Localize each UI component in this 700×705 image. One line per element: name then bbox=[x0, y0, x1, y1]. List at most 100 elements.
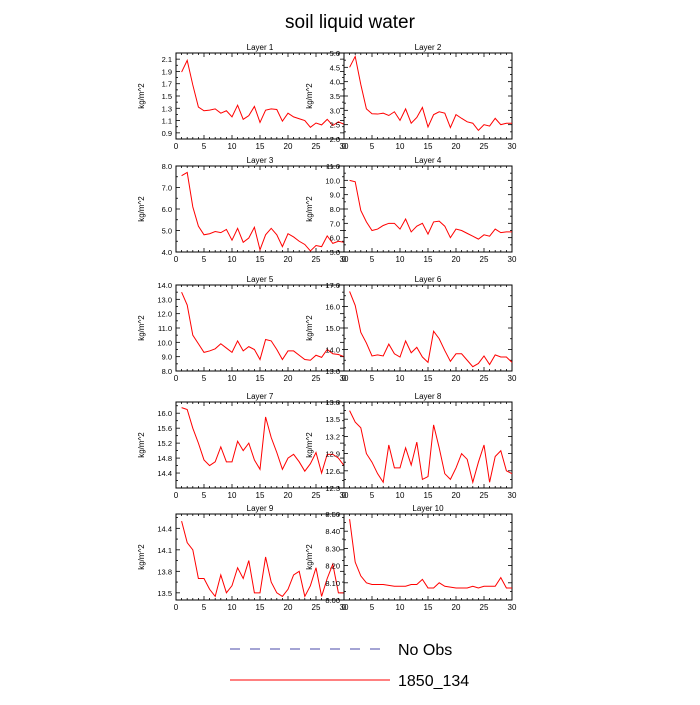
y-tick-label: 1.7 bbox=[162, 80, 172, 89]
x-tick-label: 10 bbox=[228, 491, 237, 500]
y-tick-label: 14.8 bbox=[157, 454, 172, 463]
x-tick-label: 25 bbox=[312, 491, 321, 500]
y-tick-label: 12.0 bbox=[157, 310, 172, 319]
y-tick-label: 2.1 bbox=[162, 55, 172, 64]
x-tick-label: 5 bbox=[202, 255, 207, 264]
x-tick-label: 25 bbox=[480, 142, 489, 151]
x-tick-label: 15 bbox=[256, 603, 265, 612]
y-tick-label: 10.0 bbox=[325, 176, 340, 185]
series-line-1850_134 bbox=[181, 407, 345, 475]
y-tick-label: 13.5 bbox=[157, 589, 172, 598]
x-tick-label: 30 bbox=[340, 142, 349, 151]
y-tick-label: 8.30 bbox=[325, 544, 340, 553]
y-axis-label: kg/m^2 bbox=[305, 196, 314, 222]
y-tick-label: 16.0 bbox=[157, 409, 172, 418]
x-tick-label: 5 bbox=[370, 142, 375, 151]
x-tick-label: 25 bbox=[480, 374, 489, 383]
y-tick-label: 12.9 bbox=[325, 450, 340, 459]
plot-frame bbox=[175, 513, 345, 601]
panel-title: Layer 7 bbox=[247, 392, 274, 401]
x-tick-label: 30 bbox=[340, 603, 349, 612]
y-tick-label: 13.0 bbox=[325, 367, 340, 376]
y-axis-label: kg/m^2 bbox=[137, 315, 146, 341]
y-tick-label: 12.6 bbox=[325, 467, 340, 476]
x-tick-label: 20 bbox=[452, 142, 461, 151]
plot-frame bbox=[343, 284, 513, 372]
x-tick-label: 30 bbox=[508, 142, 517, 151]
series-line-1850_134 bbox=[181, 171, 345, 252]
legend-label-1850-134: 1850_134 bbox=[398, 673, 469, 690]
panel-title: Layer 2 bbox=[415, 43, 442, 52]
x-tick-label: 5 bbox=[202, 142, 207, 151]
panel-grid: Layer 1 kg/m^2 0 5 10 15 20 25 30 0.9 1.1 1.3 1.5 1.7… bbox=[137, 43, 517, 612]
series-line-1850_134 bbox=[349, 291, 513, 368]
x-tick-label: 10 bbox=[396, 491, 405, 500]
plot-frame bbox=[175, 401, 345, 489]
panel-layer-3: Layer 3 kg/m^2 0 5 10 15 20 25 30 4.0 5.0 6.0 7.0 8.0 bbox=[137, 156, 349, 264]
x-tick-label: 30 bbox=[508, 603, 517, 612]
x-tick-label: 10 bbox=[396, 142, 405, 151]
y-tick-label: 13.5 bbox=[325, 415, 340, 424]
y-tick-label: 16.0 bbox=[325, 303, 340, 312]
x-tick-label: 0 bbox=[174, 603, 179, 612]
panel-layer-8: Layer 8kg/m^20 5 10 15 20 25 3012.312.612.913.… bbox=[305, 392, 517, 500]
series-line-1850_134 bbox=[349, 179, 512, 240]
y-tick-label: 11.0 bbox=[158, 324, 172, 333]
x-tick-label: 20 bbox=[452, 374, 461, 383]
plot-frame bbox=[343, 165, 513, 253]
y-tick-label: 6.0 bbox=[330, 234, 340, 243]
x-tick-label: 0 bbox=[342, 491, 347, 500]
series-line-1850_134 bbox=[181, 58, 345, 129]
x-tick-label: 0 bbox=[342, 603, 347, 612]
y-tick-label: 4.5 bbox=[330, 63, 340, 72]
y-tick-label: 12.3 bbox=[325, 484, 340, 493]
y-tick-label: 13.8 bbox=[325, 398, 340, 407]
x-tick-label: 25 bbox=[312, 603, 321, 612]
y-tick-label: 8.50 bbox=[325, 510, 340, 519]
y-tick-label: 5.0 bbox=[162, 227, 172, 236]
x-tick-label: 5 bbox=[202, 491, 207, 500]
x-tick-label: 0 bbox=[342, 374, 347, 383]
x-tick-label: 10 bbox=[228, 255, 237, 264]
series-line-1850_134 bbox=[349, 519, 512, 589]
y-tick-label: 1.3 bbox=[162, 104, 172, 113]
y-tick-label: 14.0 bbox=[325, 346, 340, 355]
y-tick-label: 0.9 bbox=[162, 129, 172, 138]
y-tick-label: 4.0 bbox=[330, 78, 340, 87]
y-tick-label: 8.10 bbox=[325, 579, 340, 588]
panel-title: Layer 9 bbox=[247, 504, 274, 513]
y-tick-label: 8.0 bbox=[330, 205, 340, 214]
panel-layer-6: Layer 6kg/m^20 5 10 15 20 25 3013.014.015.016.… bbox=[305, 275, 517, 383]
y-tick-label: 2.5 bbox=[330, 121, 340, 130]
x-tick-label: 10 bbox=[396, 374, 405, 383]
x-tick-label: 15 bbox=[424, 374, 433, 383]
panel-title: Layer 4 bbox=[415, 156, 442, 165]
figure-title: soil liquid water bbox=[285, 12, 416, 33]
x-tick-label: 15 bbox=[256, 491, 265, 500]
y-tick-label: 13.0 bbox=[157, 295, 172, 304]
x-tick-label: 5 bbox=[202, 374, 207, 383]
x-tick-label: 0 bbox=[174, 491, 179, 500]
series-line-1850_134 bbox=[349, 410, 513, 485]
x-tick-label: 15 bbox=[256, 374, 265, 383]
y-axis-label: kg/m^2 bbox=[137, 432, 146, 458]
y-axis-label: kg/m^2 bbox=[137, 544, 146, 570]
x-tick-label: 20 bbox=[284, 603, 293, 612]
y-tick-label: 3.5 bbox=[330, 92, 340, 101]
y-axis-label: kg/m^2 bbox=[305, 544, 314, 570]
y-tick-label: 14.4 bbox=[157, 524, 172, 533]
x-tick-label: 0 bbox=[174, 142, 179, 151]
legend-label-no-obs: No Obs bbox=[398, 642, 452, 659]
plot-frame bbox=[175, 165, 345, 253]
y-tick-label: 3.0 bbox=[330, 106, 340, 115]
x-tick-label: 30 bbox=[340, 255, 349, 264]
legend: No Obs 1850_134 bbox=[230, 642, 469, 690]
y-tick-label: 15.6 bbox=[157, 424, 172, 433]
x-tick-label: 5 bbox=[370, 374, 375, 383]
y-axis-label: kg/m^2 bbox=[137, 196, 146, 222]
x-tick-label: 30 bbox=[340, 374, 349, 383]
x-tick-label: 0 bbox=[174, 255, 179, 264]
panel-title: Layer 10 bbox=[412, 504, 444, 513]
